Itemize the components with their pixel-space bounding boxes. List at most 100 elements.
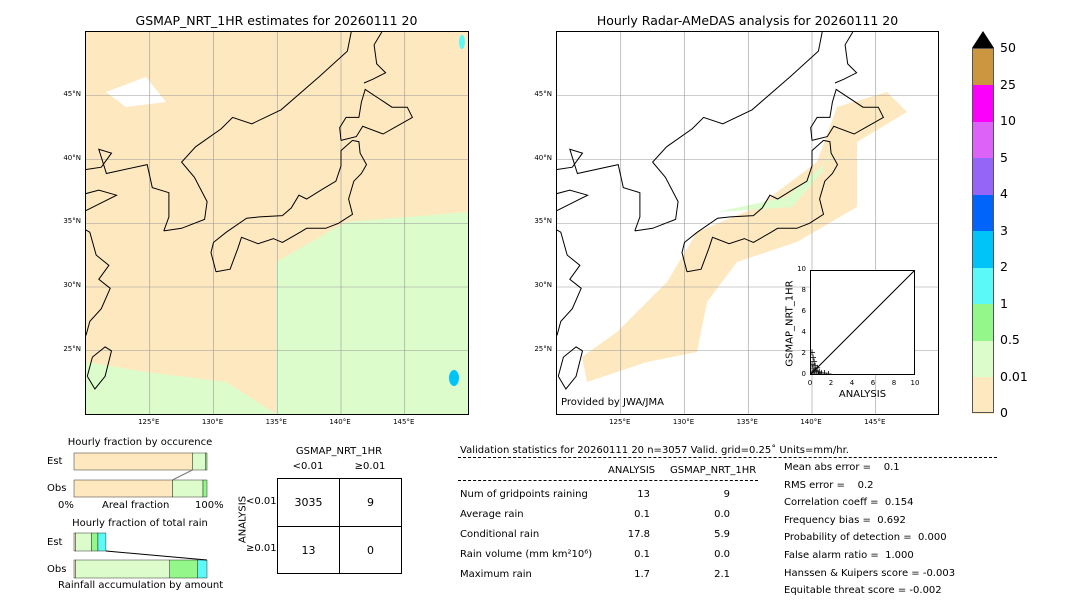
scatter-y-tick: 6 — [801, 307, 806, 315]
colorbar-frame — [972, 48, 994, 413]
scatter-point — [825, 371, 832, 377]
rain-fraction-title: Hourly fraction of total rain — [72, 518, 208, 529]
fraction-bar-segment — [91, 532, 99, 552]
lon-tick-label: 135°E — [736, 418, 758, 426]
lat-tick-label: 35°N — [63, 217, 81, 226]
scatter-point — [809, 361, 816, 368]
cell-hit: 0 — [339, 526, 402, 574]
lat-tick-label: 35°N — [534, 217, 552, 226]
stat-gsmap-value: 9 — [723, 489, 730, 500]
colorbar-segment — [972, 303, 994, 341]
colorbar-label: 2 — [1000, 259, 1008, 274]
colorbar-segment — [972, 48, 994, 85]
fraction-bar-segment — [172, 479, 204, 498]
colorbar-label: 5 — [1000, 149, 1008, 165]
colorbar-segment — [972, 376, 994, 414]
scatter-x-tick: 4 — [849, 379, 855, 387]
scatter-x-tick: 6 — [870, 379, 876, 387]
fraction-bar-segment — [169, 559, 198, 579]
score-line: Frequency bias = 0.692 — [784, 514, 906, 526]
scatter-y-tick: 0 — [801, 370, 806, 378]
coastline-china-coast — [77, 217, 111, 336]
colorbar-segment — [972, 230, 994, 268]
lon-tick-label: 140°E — [800, 418, 822, 426]
coastline-sakhalin — [834, 31, 858, 84]
cell-false-alarm: 9 — [339, 478, 402, 527]
light-rain-region — [276, 212, 468, 414]
left-map-title: GSMAP_NRT_1HR estimates for 20260111 20 — [135, 13, 418, 28]
occurrence-title: Hourly fraction by occurence — [67, 437, 213, 448]
connector — [105, 550, 208, 561]
occ-label-est: Est — [47, 456, 63, 467]
colorbar-segment — [972, 157, 994, 195]
col-analysis: ANALYSIS — [608, 465, 656, 476]
coastline-shandong-coast — [84, 189, 118, 211]
contingency-col-2: ≥0.01 — [354, 461, 386, 472]
lon-tick-label: 130°E — [672, 418, 695, 426]
coastline-shandong-coast — [555, 189, 589, 211]
coastline-taiwan — [557, 346, 584, 390]
lon-tick-label: 140°E — [329, 418, 351, 426]
contingency-col-1: <0.01 — [292, 461, 324, 472]
colorbar-label: 0.01 — [1000, 368, 1028, 384]
scatter-inset — [809, 270, 915, 377]
rain-label-obs: Obs — [47, 564, 67, 575]
score-line: Probability of detection = 0.000 — [784, 532, 947, 544]
coastline-sakhalin — [363, 31, 387, 84]
lat-tick-label: 30°N — [63, 281, 81, 289]
scatter-point — [821, 369, 828, 376]
colorbar-extend-arrow — [972, 31, 994, 48]
stat-analysis-value: 13 — [637, 489, 650, 500]
colorbar-label: 1 — [1000, 295, 1008, 311]
fraction-bar-segment — [73, 452, 193, 471]
lat-tick-label: 25°N — [534, 344, 552, 353]
validation-header: Validation statistics for 20260111 20 n=… — [460, 445, 849, 456]
scatter-y-tick: 8 — [801, 286, 806, 294]
stat-row-label: Rain volume (mm km²10⁶) — [460, 549, 593, 560]
lon-tick-label: 130°E — [201, 418, 224, 426]
lon-tick-label: 145°E — [864, 418, 886, 426]
coastline-mainland-coast — [163, 31, 352, 232]
contingency-title: GSMAP_NRT_1HR — [295, 446, 383, 457]
analysis-domain — [582, 92, 907, 382]
fraction-bar-segment — [202, 479, 208, 498]
stat-gsmap-value: 0.0 — [714, 549, 730, 560]
scatter-y-tick: 10 — [797, 265, 806, 273]
scatter-point — [811, 358, 818, 365]
fraction-bar-segment — [75, 559, 170, 579]
divider — [458, 457, 997, 458]
no-rain-region — [106, 77, 166, 107]
stat-gsmap-value: 0.0 — [714, 509, 730, 520]
colorbar-label: 50 — [1000, 40, 1016, 55]
occ-x-right: 100% — [195, 500, 224, 511]
colorbar-label: 3 — [1000, 222, 1008, 238]
score-line: Mean abs error = 0.1 — [784, 462, 900, 473]
coastline-hokkaido — [810, 88, 885, 141]
score-line: RMS error = 0.2 — [784, 479, 874, 491]
fraction-bar-segment — [192, 452, 206, 471]
colorbar-segment — [972, 340, 994, 377]
colorbar-segment — [972, 267, 994, 304]
connector — [172, 469, 193, 481]
stat-gsmap-value: 5.9 — [714, 529, 730, 540]
coastline-taiwan — [86, 346, 113, 390]
colorbar-label: 0 — [1000, 405, 1008, 420]
lat-tick-label: 40°N — [534, 153, 552, 162]
one-to-one-line — [810, 270, 915, 375]
scatter-point — [810, 354, 817, 361]
colorbar-label: 25 — [1000, 76, 1016, 92]
rain-xlabel: Rainfall accumulation by amount — [58, 580, 224, 591]
scatter-x-tick: 0 — [807, 379, 813, 387]
stat-row-label: Conditional rain — [460, 529, 540, 540]
fraction-bar-segment — [197, 559, 208, 579]
lat-tick-label: 45°N — [534, 89, 552, 98]
scatter-x-tick: 2 — [828, 379, 834, 387]
score-line: False alarm ratio = 1.000 — [784, 550, 914, 561]
scatter-x-tick: 10 — [910, 379, 920, 387]
stat-row-label: Average rain — [460, 509, 524, 520]
coastline-korea-coast — [84, 148, 170, 232]
fraction-bar-segment — [73, 479, 173, 498]
scatter-y-tick: 2 — [801, 349, 806, 357]
divider — [458, 480, 758, 481]
